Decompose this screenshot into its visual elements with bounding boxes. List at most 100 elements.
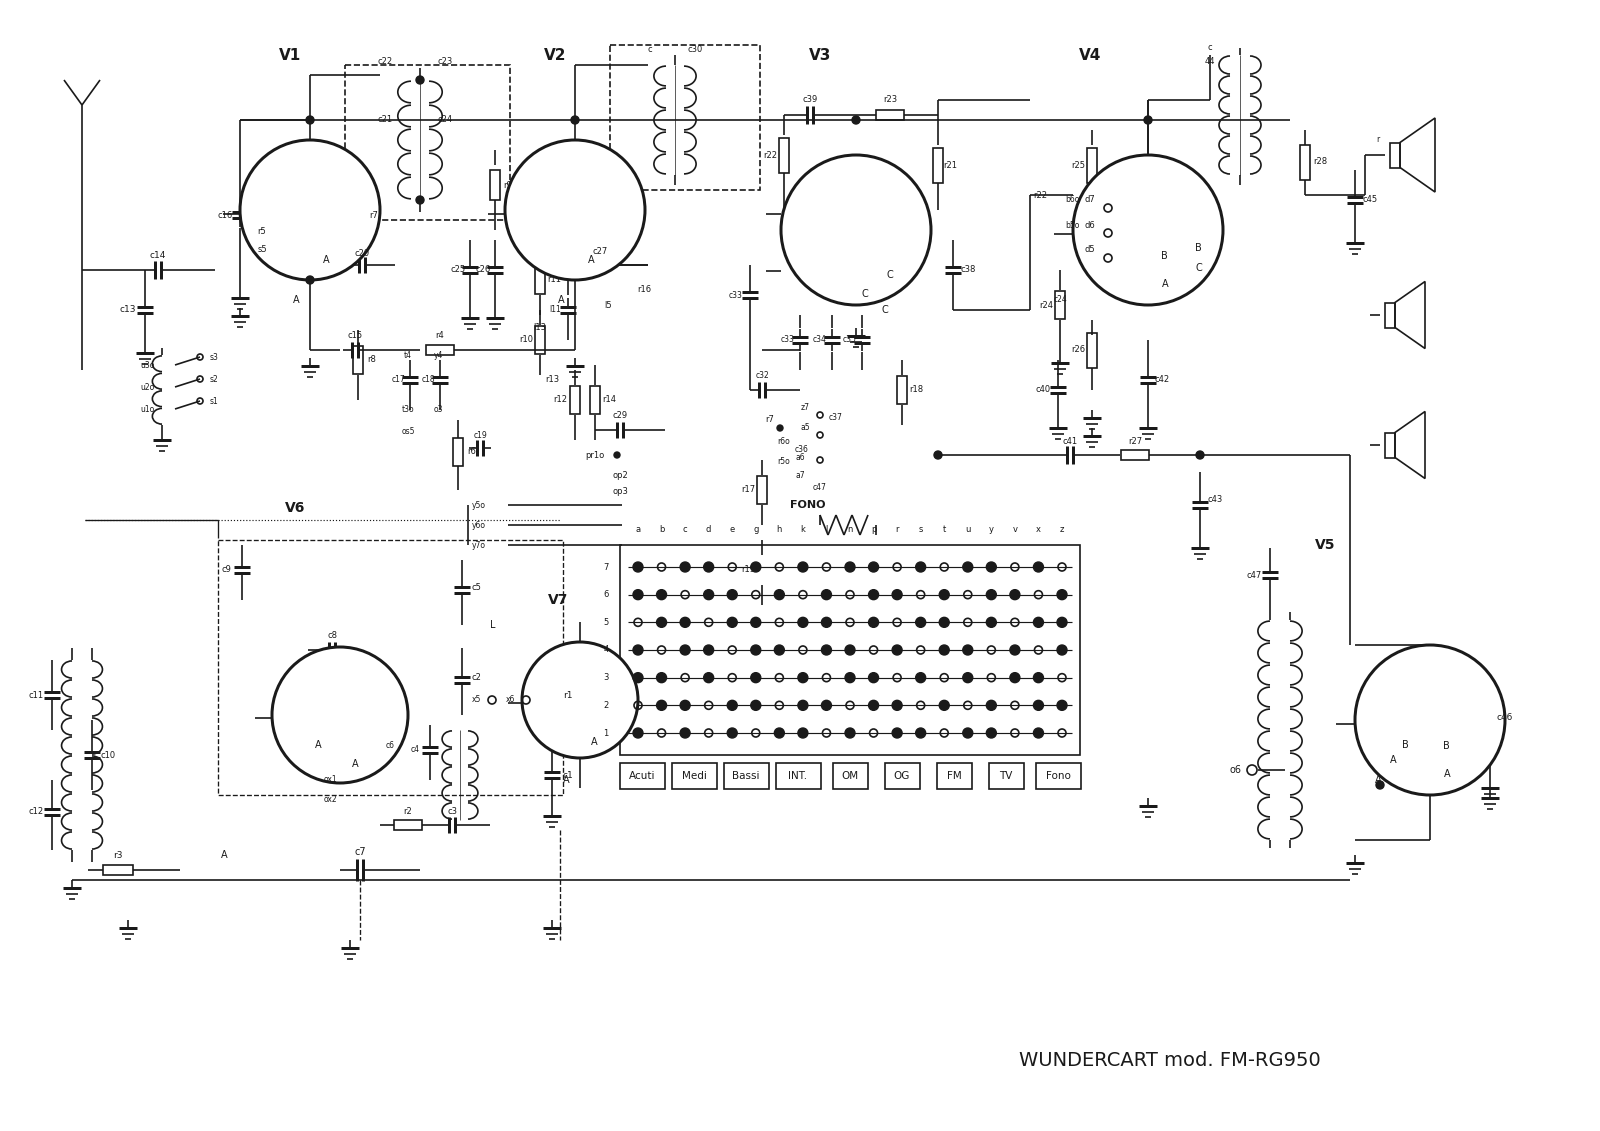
- Text: A: A: [590, 736, 597, 746]
- Circle shape: [750, 645, 760, 655]
- Circle shape: [821, 700, 832, 710]
- Text: r22: r22: [763, 150, 778, 159]
- Text: s1: s1: [210, 397, 219, 406]
- Text: y6o: y6o: [472, 520, 486, 529]
- Text: r4: r4: [435, 331, 445, 340]
- Circle shape: [893, 589, 902, 599]
- Circle shape: [656, 700, 667, 710]
- Text: u: u: [965, 526, 971, 535]
- Text: r3: r3: [114, 851, 123, 860]
- Text: WUNDERCART mod. FM-RG950: WUNDERCART mod. FM-RG950: [1019, 1051, 1322, 1070]
- Text: c2: c2: [470, 673, 482, 682]
- Text: a: a: [635, 526, 640, 535]
- Text: r7: r7: [765, 415, 774, 424]
- Circle shape: [750, 673, 760, 683]
- Bar: [779, 138, 789, 173]
- Text: c27: c27: [592, 248, 608, 257]
- Text: y: y: [989, 526, 994, 535]
- Text: c23: c23: [437, 58, 453, 67]
- Circle shape: [1034, 728, 1043, 739]
- Text: z: z: [1059, 526, 1064, 535]
- Bar: [1386, 432, 1395, 458]
- Circle shape: [893, 645, 902, 655]
- Text: C: C: [886, 270, 893, 280]
- Circle shape: [680, 562, 690, 572]
- Text: a6: a6: [795, 454, 805, 463]
- Text: A: A: [1390, 756, 1397, 765]
- Bar: [534, 266, 546, 294]
- Circle shape: [680, 645, 690, 655]
- Text: c1: c1: [563, 770, 573, 779]
- Bar: [877, 110, 904, 120]
- Bar: [1054, 291, 1066, 319]
- Circle shape: [869, 618, 878, 628]
- Bar: [757, 556, 766, 584]
- Circle shape: [1058, 618, 1067, 628]
- Text: r10: r10: [518, 336, 533, 345]
- Text: c13: c13: [120, 305, 136, 314]
- Text: c34: c34: [813, 336, 827, 345]
- Text: C: C: [1195, 264, 1202, 273]
- Circle shape: [939, 645, 949, 655]
- Bar: [357, 200, 366, 230]
- Text: u1o: u1o: [141, 405, 155, 414]
- Text: c21: c21: [378, 115, 392, 124]
- Text: d7: d7: [1085, 196, 1096, 205]
- Circle shape: [1074, 155, 1222, 305]
- Text: A: A: [221, 851, 227, 860]
- Text: c: c: [1208, 43, 1213, 52]
- Bar: [989, 763, 1024, 789]
- Text: FONO: FONO: [790, 500, 826, 510]
- Text: c9: c9: [221, 566, 230, 575]
- Text: c16: c16: [218, 210, 232, 219]
- Text: c47: c47: [813, 483, 827, 492]
- Text: c39: c39: [802, 95, 818, 104]
- Text: r6o: r6o: [778, 438, 790, 447]
- Text: r5: r5: [258, 227, 266, 236]
- Text: c35: c35: [843, 336, 858, 345]
- Circle shape: [272, 647, 408, 783]
- Text: c25: c25: [451, 266, 466, 275]
- Text: c47: c47: [1246, 570, 1262, 579]
- Text: 2: 2: [603, 701, 608, 710]
- Circle shape: [614, 452, 621, 458]
- Text: V4: V4: [1078, 48, 1101, 62]
- Circle shape: [821, 589, 832, 599]
- Text: b: b: [659, 526, 664, 535]
- Text: V2: V2: [544, 48, 566, 62]
- Circle shape: [634, 728, 643, 739]
- Text: g: g: [754, 526, 758, 535]
- Text: Bassi: Bassi: [733, 771, 760, 782]
- Text: c6: c6: [386, 741, 395, 750]
- Text: z7: z7: [800, 404, 810, 413]
- Text: B: B: [1443, 741, 1450, 751]
- Text: a5: a5: [800, 423, 810, 432]
- Text: c8: c8: [326, 631, 338, 640]
- Circle shape: [915, 728, 926, 739]
- Text: t3o: t3o: [402, 406, 414, 414]
- Text: r6: r6: [467, 448, 477, 457]
- Circle shape: [1010, 645, 1019, 655]
- Text: 7: 7: [603, 562, 608, 571]
- Text: r25: r25: [1070, 161, 1085, 170]
- Text: c: c: [683, 526, 688, 535]
- Text: c7: c7: [354, 847, 366, 857]
- Text: x: x: [1035, 526, 1042, 535]
- Text: l11: l11: [549, 305, 562, 314]
- Text: x6: x6: [506, 696, 515, 705]
- Text: v: v: [1013, 526, 1018, 535]
- Text: s3: s3: [210, 354, 219, 363]
- Circle shape: [845, 562, 854, 572]
- Circle shape: [704, 589, 714, 599]
- Circle shape: [728, 700, 738, 710]
- Circle shape: [1034, 700, 1043, 710]
- Bar: [933, 147, 942, 182]
- Text: A: A: [1162, 279, 1168, 290]
- Bar: [1086, 147, 1098, 182]
- Circle shape: [986, 700, 997, 710]
- Circle shape: [893, 700, 902, 710]
- Circle shape: [1034, 618, 1043, 628]
- Text: c33: c33: [781, 336, 795, 345]
- Text: l13: l13: [533, 323, 547, 333]
- Text: c37: c37: [829, 414, 843, 423]
